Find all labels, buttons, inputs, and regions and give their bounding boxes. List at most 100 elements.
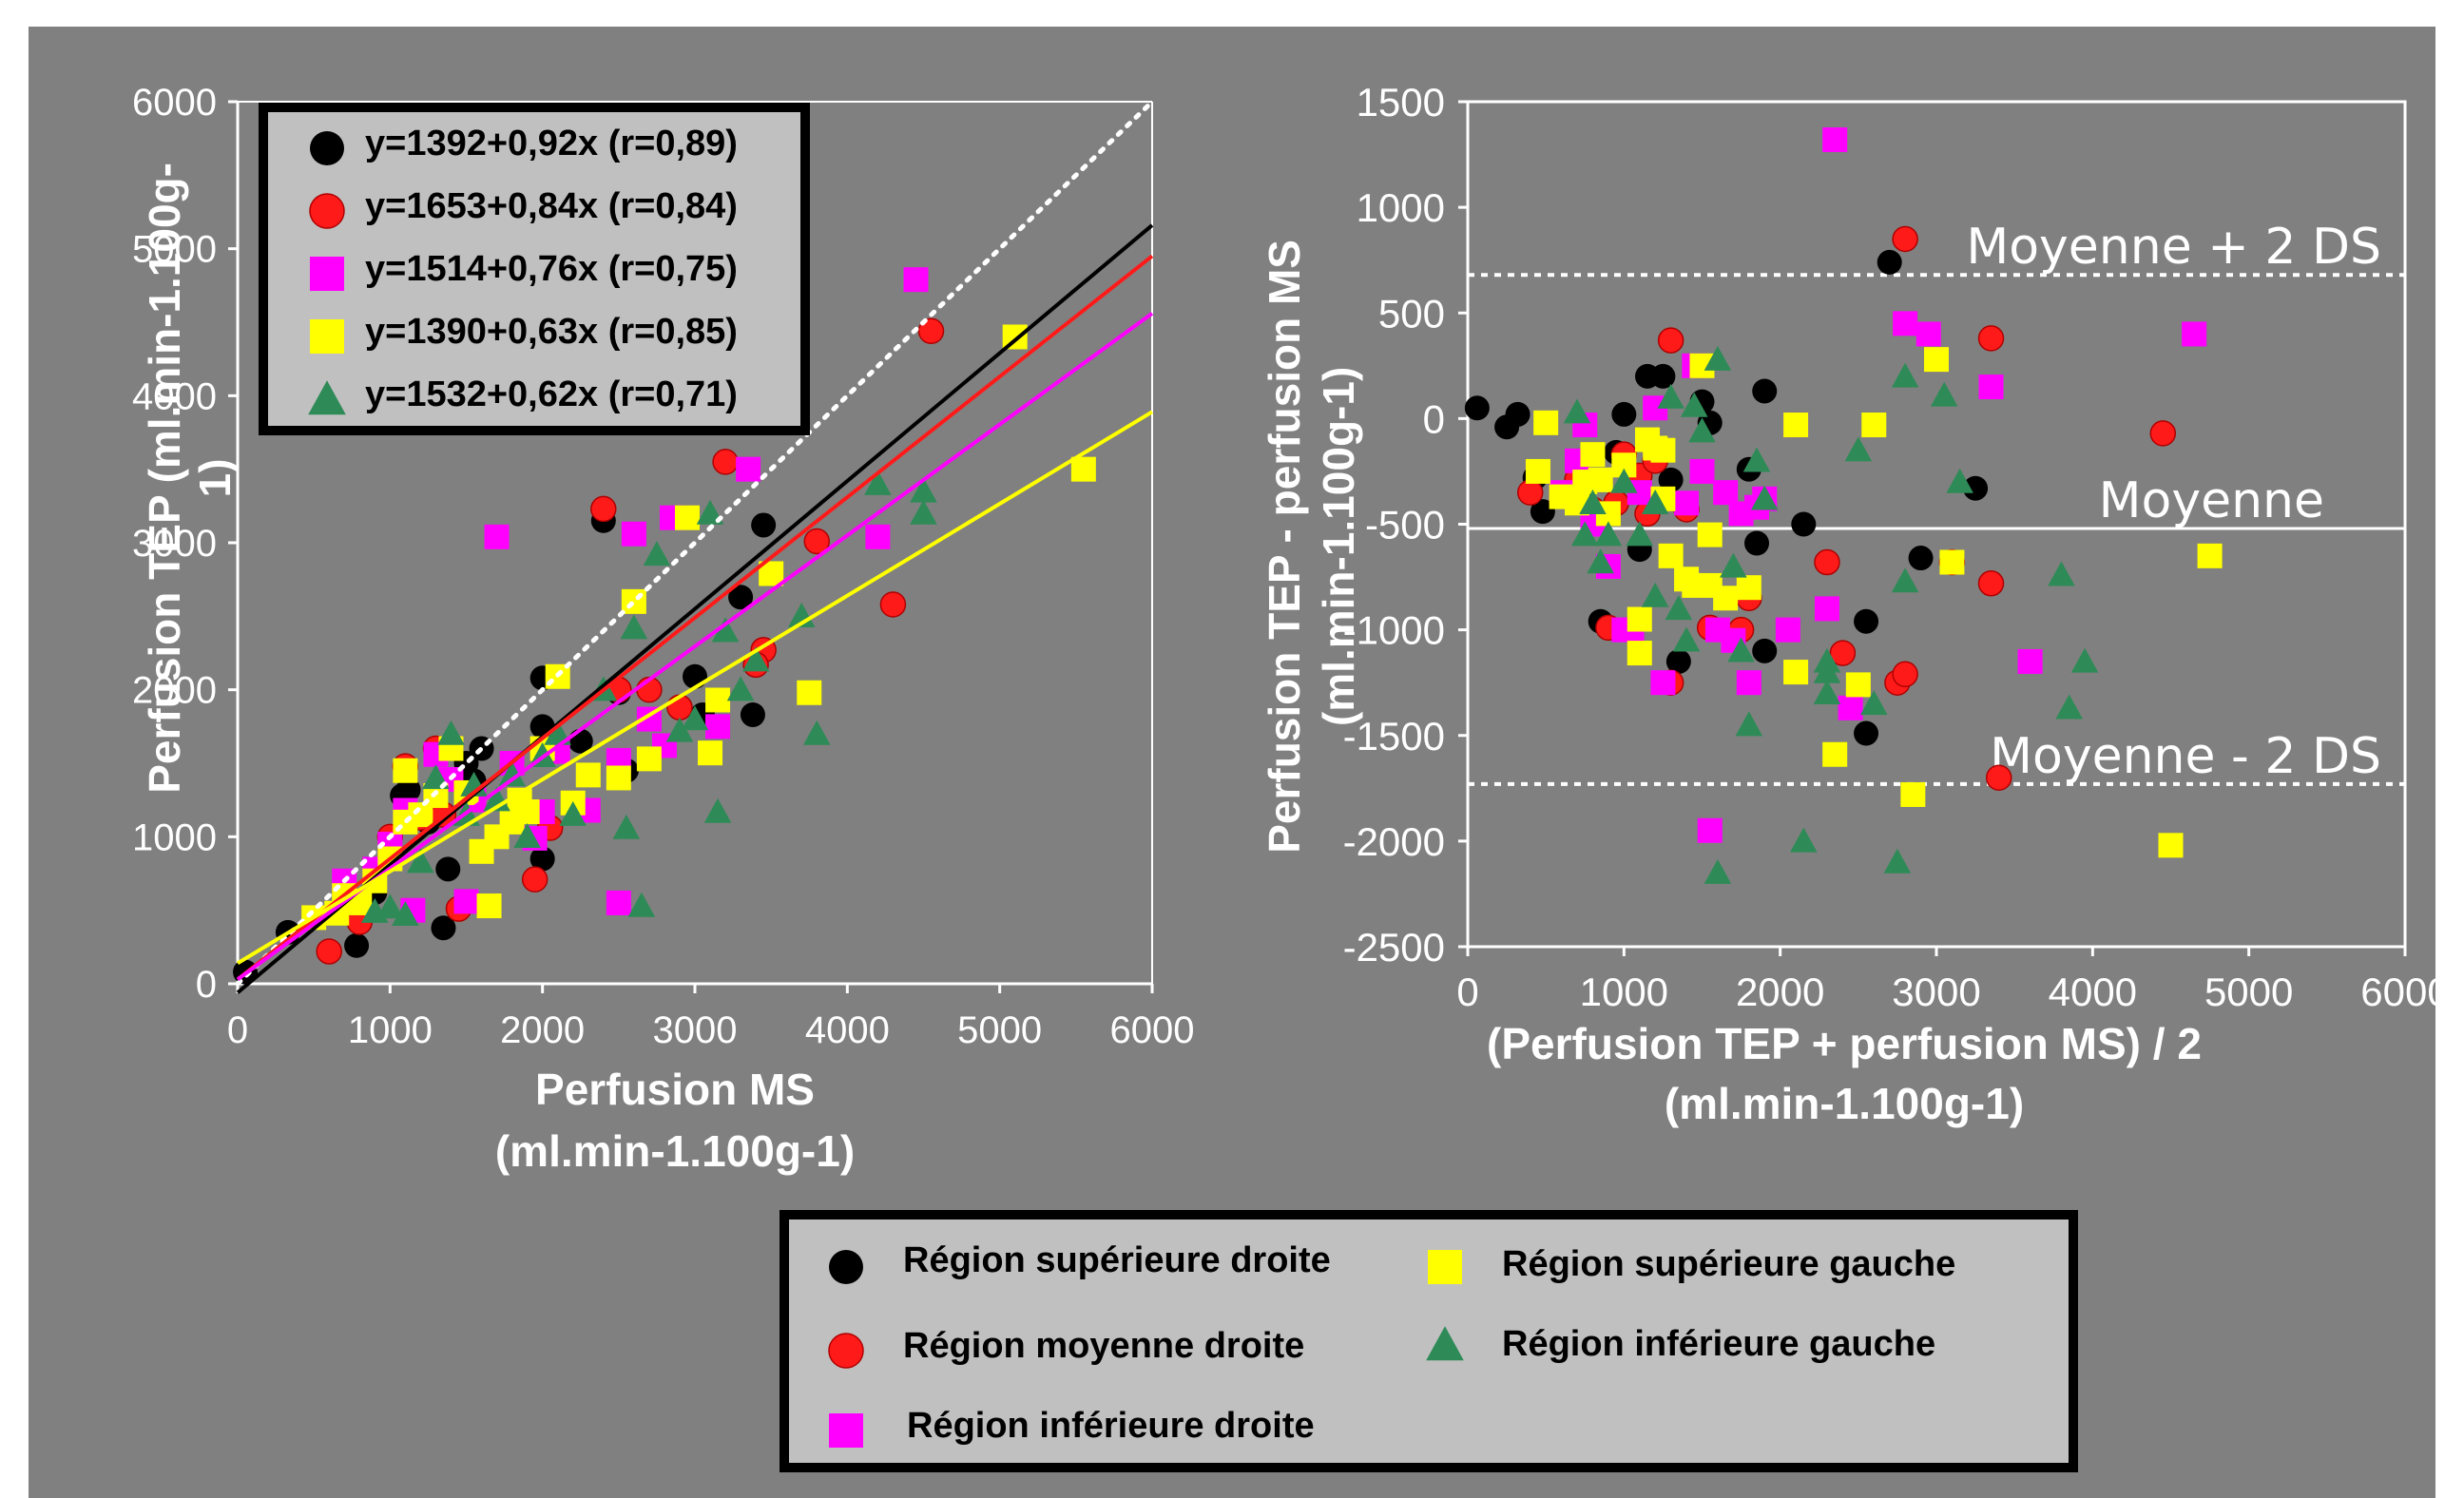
equation-marker-s4 <box>310 319 344 354</box>
left-data-point <box>376 893 404 919</box>
right-data-point <box>2048 561 2075 586</box>
triangle-symbol <box>1426 1326 1464 1361</box>
right-data-point <box>1908 546 1934 571</box>
right-data-point <box>1658 467 1684 492</box>
equation-row: y=1653+0,84x (r=0,84) <box>268 186 800 234</box>
right-data-point <box>1672 626 1701 652</box>
right-data-point <box>1939 549 1965 575</box>
right-data-point <box>1893 311 1918 336</box>
legend-label: Région moyenne droite <box>903 1326 1305 1366</box>
equation-row: y=1532+0,62x (r=0,71) <box>268 374 800 422</box>
left-data-point <box>513 823 541 849</box>
right-data-point <box>1790 827 1818 853</box>
left-data-point <box>674 505 700 530</box>
left-y-tick-label: 5000 <box>132 229 217 271</box>
right-x-axis-title-line2: (ml.min-1.100g-1) <box>1664 1078 2025 1128</box>
right-x-tick-label: 1000 <box>1580 970 1668 1014</box>
right-data-point <box>1985 764 2012 791</box>
equation-label: y=1390+0,63x (r=0,85) <box>365 312 738 352</box>
right-data-point <box>1570 521 1599 547</box>
right-y-axis-title: Perfusion TEP - perfusion MS (ml.min-1.1… <box>1260 185 1364 908</box>
left-data-point <box>484 524 510 549</box>
right-data-point <box>1783 413 1809 438</box>
circle-symbol <box>828 1333 864 1369</box>
right-x-tick-label: 5000 <box>2204 970 2293 1014</box>
equation-row: y=1514+0,76x (r=0,75) <box>268 249 800 297</box>
left-data-point <box>393 758 418 783</box>
left-data-point <box>681 705 709 731</box>
equations-legend: y=1392+0,92x (r=0,89) y=1653+0,84x (r=0,… <box>259 103 810 435</box>
right-data-point <box>2182 321 2207 347</box>
right-data-point <box>1713 586 1739 611</box>
left-series-5 <box>361 470 937 927</box>
left-regression-line-3 <box>236 312 1154 981</box>
legend-marker-s4 <box>1428 1250 1462 1284</box>
right-data-point <box>1845 672 1871 698</box>
left-identity-line <box>235 99 1155 987</box>
right-data-point <box>2017 648 2043 674</box>
left-data-point <box>1070 456 1096 482</box>
left-data-point <box>643 541 671 567</box>
right-data-point <box>1854 720 1879 746</box>
right-data-point <box>1594 521 1623 547</box>
left-regression-line-1 <box>236 223 1154 994</box>
right-data-point <box>1658 543 1684 568</box>
right-data-point <box>1883 848 1912 874</box>
left-data-point <box>703 797 732 823</box>
right-data-point <box>1791 511 1817 537</box>
left-x-axis-title: Perfusion MS (ml.min-1.100g-1) <box>456 1065 894 1177</box>
left-x-tick-label: 0 <box>227 1009 248 1051</box>
left-data-point <box>726 676 755 701</box>
right-data-point <box>2055 694 2083 720</box>
left-data-point <box>575 762 601 788</box>
right-data-point <box>1530 499 1555 525</box>
right-data-point <box>1657 383 1684 409</box>
left-data-point <box>728 585 754 610</box>
right-data-point <box>1505 401 1530 427</box>
right-data-point <box>1704 858 1732 884</box>
right-data-point <box>2149 420 2177 447</box>
right-data-point <box>1813 647 1841 673</box>
right-data-point <box>1674 490 1700 516</box>
legend-marker-s5 <box>1426 1326 1464 1361</box>
left-data-point <box>740 701 765 727</box>
left-data-point <box>711 617 740 643</box>
right-data-point <box>1775 617 1800 643</box>
left-x-axis-title-units: (ml.min-1.100g-1) <box>494 1125 856 1176</box>
right-data-point <box>1657 327 1684 354</box>
right-data-point <box>1720 552 1747 578</box>
right-data-point <box>1650 363 1676 389</box>
right-y-tick-label: 500 <box>1378 291 1445 336</box>
left-data-point <box>407 848 434 874</box>
right-data-point <box>1844 436 1873 462</box>
right-data-point <box>1736 575 1761 601</box>
circle-symbol <box>829 1250 863 1284</box>
right-data-point <box>1697 817 1723 843</box>
right-data-point <box>1900 781 1926 807</box>
equation-label: y=1532+0,62x (r=0,71) <box>365 374 738 414</box>
right-y-tick-label: 1000 <box>1357 185 1445 230</box>
right-data-point <box>1736 670 1761 696</box>
left-data-point <box>736 456 761 482</box>
left-y-axis-title: Perfusion TEP (ml.min-1.100g-1) <box>140 145 241 811</box>
left-data-point <box>903 267 929 293</box>
right-data-point <box>1829 640 1857 666</box>
right-y-tick-label: 0 <box>1423 396 1445 441</box>
right-data-point <box>1783 660 1809 685</box>
legend-label: Région inférieure gauche <box>1502 1324 1936 1364</box>
left-data-point <box>698 740 723 766</box>
right-data-point <box>1587 548 1614 574</box>
left-x-axis-title-line2: (ml.min-1.100g-1) <box>456 1126 894 1177</box>
right-data-point <box>1588 467 1613 492</box>
right-data-point <box>1579 489 1607 514</box>
right-data-point <box>1978 374 2004 400</box>
right-data-point <box>1464 395 1490 421</box>
legend-label: Région inférieure droite <box>907 1406 1315 1446</box>
left-x-tick-label: 1000 <box>348 1009 433 1051</box>
left-y-tick-label: 4000 <box>132 375 217 417</box>
right-x-tick-label: 6000 <box>2360 970 2449 1014</box>
right-data-point <box>1891 567 1919 593</box>
left-data-point <box>705 714 731 739</box>
left-data-point <box>864 470 892 495</box>
